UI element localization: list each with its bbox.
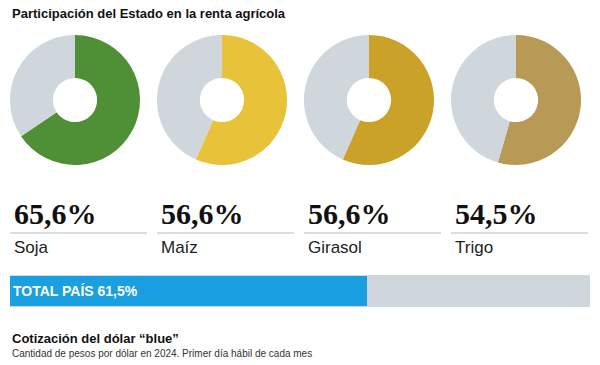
svg-text:Soja: Soja	[14, 238, 49, 257]
svg-text:56,6%: 56,6%	[161, 197, 244, 230]
svg-text:54,5%: 54,5%	[455, 197, 538, 230]
svg-text:TOTAL PAÍS 61,5%: TOTAL PAÍS 61,5%	[13, 283, 138, 299]
svg-text:Participación del Estado en la: Participación del Estado en la renta agr…	[12, 6, 286, 21]
svg-text:Maíz: Maíz	[161, 238, 198, 257]
svg-text:Girasol: Girasol	[308, 238, 362, 257]
svg-text:Cotización del dólar “blue”: Cotización del dólar “blue”	[12, 331, 179, 346]
svg-text:56,6%: 56,6%	[308, 197, 391, 230]
svg-text:Cantidad de pesos por dólar en: Cantidad de pesos por dólar en 2024. Pri…	[12, 348, 312, 359]
svg-text:65,6%: 65,6%	[14, 197, 97, 230]
svg-text:Trigo: Trigo	[455, 238, 493, 257]
